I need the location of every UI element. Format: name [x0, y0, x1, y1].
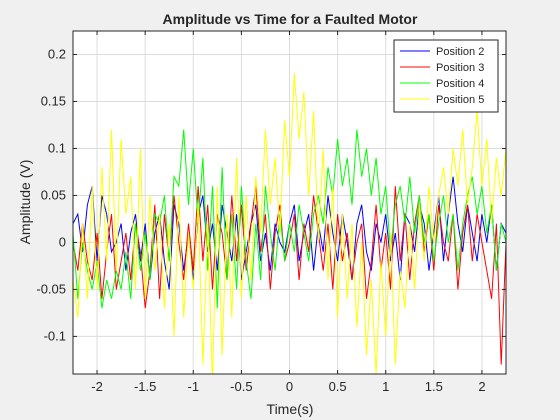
legend-entry-position-4: Position 4: [436, 78, 484, 90]
ticks: -2 -1.5 -1 -0.5 0 0.5 1 1.5 2 -0.1 -0.05 0 0.05 0.1 0.…: [36, 31, 506, 394]
x-axis-label: Time(s): [267, 401, 314, 417]
x-tick-label: -1.5: [134, 379, 156, 394]
x-tick-label: -1: [187, 379, 199, 394]
legend-box: [393, 39, 499, 113]
series-group: [73, 73, 506, 374]
x-tick-label: 0: [286, 379, 293, 394]
series-line-position-5: [73, 73, 506, 374]
y-tick-label: 0.05: [41, 187, 66, 202]
chart-title: Amplitude vs Time for a Faulted Motor: [163, 11, 418, 27]
x-tick-label: 2: [478, 379, 485, 394]
series-line-position-4: [73, 129, 506, 309]
x-tick-label: 1.5: [425, 379, 443, 394]
legend-entry-position-2: Position 2: [436, 46, 484, 58]
y-axis-label: Amplitude (V): [17, 160, 33, 245]
legend-entry-position-5: Position 5: [436, 94, 484, 106]
series-line-position-3: [73, 186, 506, 365]
x-tick-label: 0.5: [329, 379, 347, 394]
x-tick-label: -2: [91, 379, 103, 394]
legend-entry-position-3: Position 3: [436, 62, 484, 74]
legend: Position 2 Position 3 Position 4 Position 5: [393, 39, 499, 113]
y-tick-label: 0.1: [48, 140, 66, 155]
y-tick-label: -0.1: [44, 328, 66, 343]
y-tick-label: 0.2: [48, 46, 66, 61]
x-tick-label: -0.5: [230, 379, 252, 394]
y-tick-label: 0.15: [41, 93, 66, 108]
y-tick-label: -0.05: [36, 281, 66, 296]
x-tick-label: 1: [382, 379, 389, 394]
y-tick-label: 0: [59, 234, 66, 249]
